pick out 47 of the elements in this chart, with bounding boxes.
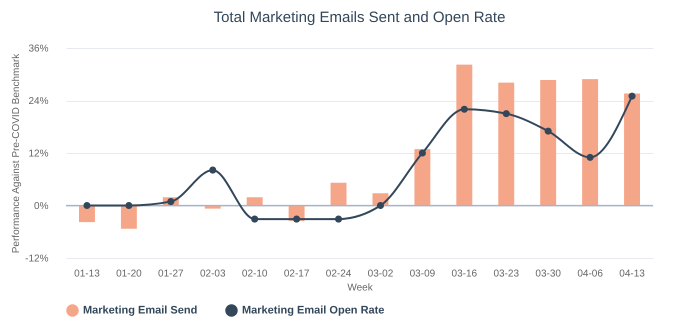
x-tick-label: 03-09	[410, 268, 436, 280]
x-tick-label: 03-16	[452, 268, 478, 280]
bar	[498, 82, 514, 206]
legend-label: Marketing Email Open Rate	[242, 304, 384, 317]
x-tick-label: 02-17	[284, 268, 310, 280]
point	[335, 216, 342, 223]
point	[293, 216, 300, 223]
x-tick-label: 03-02	[368, 268, 394, 280]
x-tick-label: 01-20	[116, 268, 142, 280]
x-tick-label: 02-03	[200, 268, 226, 280]
point	[586, 154, 594, 161]
point	[83, 202, 90, 210]
x-tick-label: 01-27	[158, 268, 184, 280]
bar	[414, 149, 430, 206]
y-tick-label: 12%	[28, 148, 49, 160]
chart-title: Total Marketing Emails Sent and Open Rate	[214, 9, 506, 26]
y-tick-label: 0%	[34, 201, 49, 212]
bar	[246, 197, 263, 206]
bar	[456, 64, 472, 206]
point	[125, 202, 132, 210]
bar	[330, 182, 346, 206]
point	[502, 110, 510, 118]
point	[418, 149, 426, 157]
x-tick-label: 03-23	[493, 268, 520, 280]
legend-label: Marketing Email Send	[83, 304, 198, 317]
y-tick-label: 36%	[28, 44, 49, 54]
point	[628, 92, 636, 100]
x-tick-label: 04-06	[577, 268, 604, 280]
x-axis-title: Week	[347, 282, 374, 294]
bar	[582, 79, 598, 206]
x-tick-label: 04-13	[619, 268, 646, 280]
y-axis-title: Performance Against Pre-COVID Benchmark	[11, 52, 22, 254]
bar	[79, 206, 95, 222]
x-tick-label: 02-24	[326, 268, 352, 280]
point	[376, 202, 384, 210]
y-tick-label: -12%	[25, 254, 49, 264]
point	[460, 106, 468, 113]
point	[209, 166, 216, 174]
point	[544, 128, 552, 135]
y-tick-label: 24%	[28, 96, 49, 107]
bar	[540, 80, 556, 206]
x-tick-label: 03-30	[535, 268, 562, 280]
x-tick-label: 01-13	[74, 268, 100, 280]
bar	[120, 206, 137, 229]
point	[251, 216, 258, 223]
bar	[624, 94, 640, 206]
x-tick-label: 02-10	[242, 268, 268, 280]
